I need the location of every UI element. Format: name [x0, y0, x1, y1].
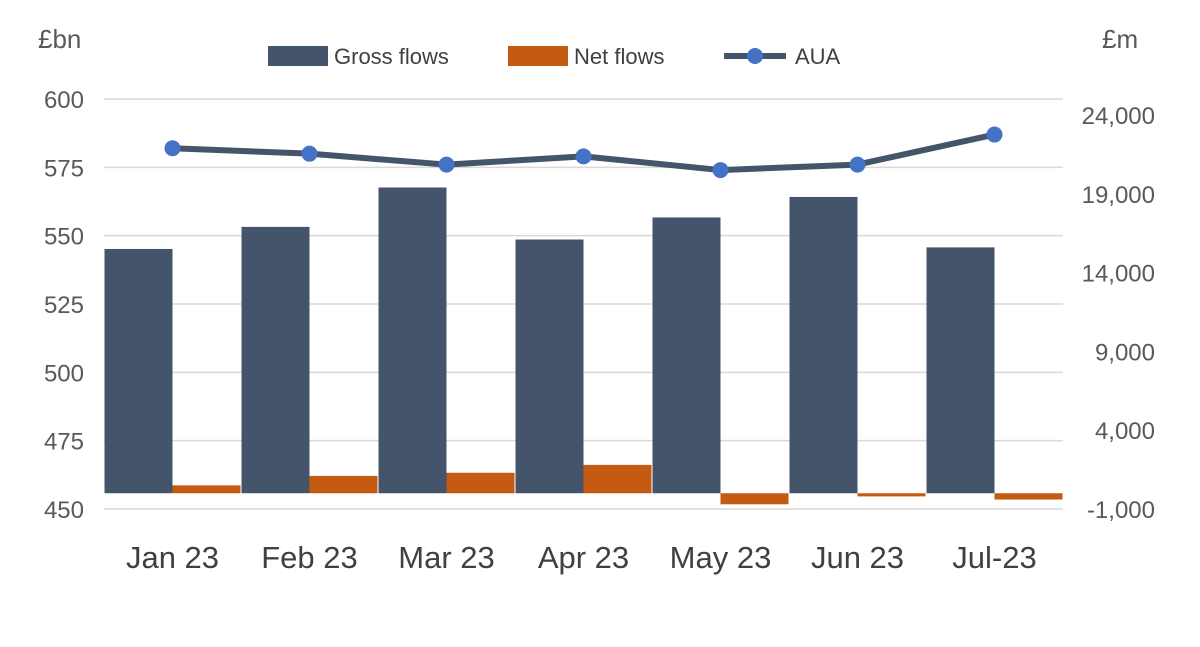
- gross-flows-bar: [789, 196, 858, 494]
- left-tick-label: 550: [44, 224, 84, 251]
- net-flows-bar: [309, 475, 378, 494]
- category-label: Jun 23: [811, 540, 904, 575]
- right-tick-label: 19,000: [1082, 182, 1155, 209]
- net-flows-bar: [994, 493, 1063, 500]
- left-tick-label: 600: [44, 87, 84, 114]
- legend-label-aua: AUA: [795, 44, 841, 69]
- net-flows-bar: [857, 493, 926, 497]
- left-tick-label: 475: [44, 429, 84, 456]
- net-flows-bar: [172, 485, 241, 494]
- right-tick-label: 9,000: [1095, 339, 1155, 366]
- aua-point: [712, 162, 729, 179]
- aua-point: [301, 145, 318, 162]
- right-tick-label: 24,000: [1082, 103, 1155, 130]
- aua-point: [438, 156, 455, 173]
- left-axis-unit: £bn: [38, 24, 81, 54]
- aua-point: [986, 126, 1003, 143]
- right-tick-label: -1,000: [1087, 497, 1155, 524]
- legend-label-gross-flows: Gross flows: [334, 44, 449, 69]
- net-flows-bar: [446, 472, 515, 494]
- aua-point: [849, 156, 866, 173]
- category-label: May 23: [670, 540, 772, 575]
- left-tick-label: 500: [44, 360, 84, 387]
- bar-layer: [104, 187, 1063, 505]
- left-axis-ticks: 450 475 500 525 550 575 600: [44, 87, 84, 524]
- left-tick-label: 450: [44, 497, 84, 524]
- gross-flows-bar: [926, 247, 995, 494]
- left-tick-label: 525: [44, 292, 84, 319]
- legend-marker-aua: [747, 48, 763, 64]
- aua-point: [575, 148, 592, 165]
- aua-line-layer: [164, 126, 1003, 179]
- category-label: Apr 23: [538, 540, 629, 575]
- category-label: Feb 23: [261, 540, 358, 575]
- category-label: Jul-23: [952, 540, 1036, 575]
- gross-flows-bar: [378, 187, 447, 494]
- right-axis-ticks: -1,000 4,000 9,000 14,000 19,000 24,000: [1082, 103, 1155, 524]
- legend-label-net-flows: Net flows: [574, 44, 664, 69]
- gross-flows-bar: [241, 226, 310, 494]
- legend-swatch-gross-flows: [268, 46, 328, 66]
- category-axis-labels: Jan 23 Feb 23 Mar 23 Apr 23 May 23 Jun 23 Jul-…: [126, 540, 1037, 575]
- category-label: Jan 23: [126, 540, 219, 575]
- net-flows-bar: [720, 493, 789, 505]
- aua-point: [164, 140, 181, 157]
- gross-flows-bar: [652, 217, 721, 494]
- left-tick-label: 575: [44, 155, 84, 182]
- legend: Gross flows Net flows AUA: [268, 44, 841, 69]
- right-tick-label: 4,000: [1095, 418, 1155, 445]
- gross-flows-bar: [515, 239, 584, 494]
- right-tick-label: 14,000: [1082, 261, 1155, 288]
- right-axis-unit: £m: [1102, 24, 1138, 54]
- legend-swatch-net-flows: [508, 46, 568, 66]
- net-flows-bar: [583, 464, 652, 494]
- gross-flows-bar: [104, 248, 173, 494]
- category-label: Mar 23: [398, 540, 494, 575]
